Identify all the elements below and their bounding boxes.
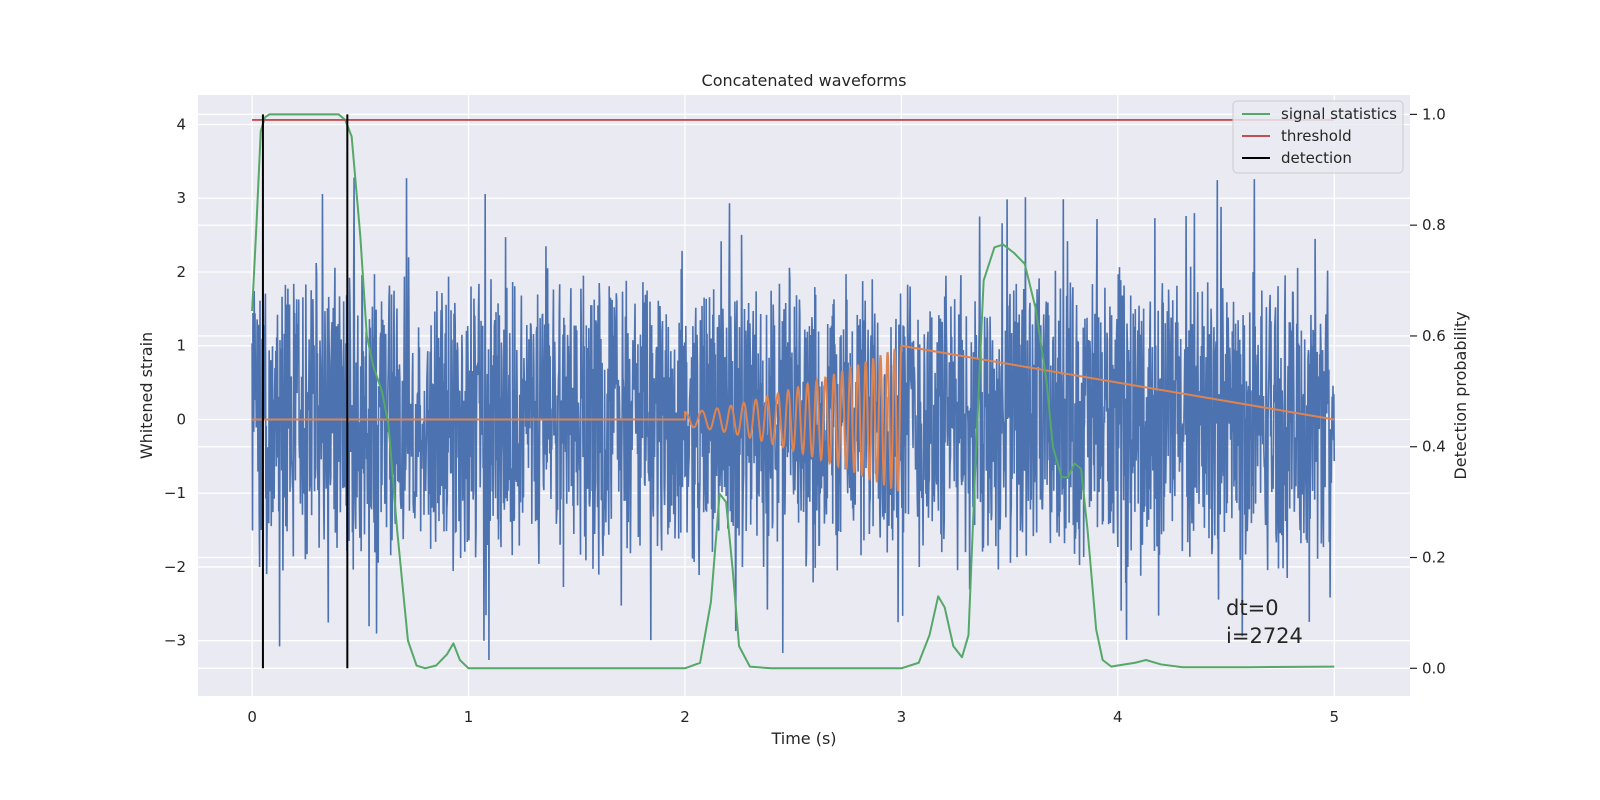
x-tick-label: 5 [1329, 708, 1339, 726]
legend-label-threshold: threshold [1281, 127, 1352, 145]
chart-title: Concatenated waveforms [702, 71, 907, 90]
x-tick-label: 2 [680, 708, 690, 726]
y-tick-label-left: −1 [164, 484, 186, 502]
axis-ticks: 0 1 2 3 4 5 −3 −2 −1 0 1 2 3 4 0.0 0.2 0.4 0.6 0.8 1.0 [164, 105, 1446, 726]
y-axis-label-left: Whitened strain [137, 332, 156, 459]
annotation-index: i=2724 [1226, 624, 1303, 648]
y-tick-label-left: 2 [176, 263, 186, 281]
signal-statistics-line [251, 113, 1335, 670]
y-tick-label-left: 0 [176, 410, 186, 428]
x-tick-label: 0 [247, 708, 257, 726]
y-tick-label-left: −3 [164, 632, 186, 650]
y-tick-label-left: −2 [164, 558, 186, 576]
strain-series-line [251, 177, 1336, 661]
y-tick-label-right: 0.2 [1422, 549, 1446, 567]
y-tick-label-left: 4 [176, 115, 186, 133]
y-tick-label-right: 1.0 [1422, 105, 1446, 123]
injected-waveform-line [252, 344, 1335, 492]
y-tick-label-right: 0.6 [1422, 327, 1446, 345]
legend-box [1232, 100, 1404, 174]
series-group [251, 113, 1335, 670]
x-tick-label: 1 [464, 708, 474, 726]
annotation-dt: dt=0 [1226, 596, 1279, 620]
y-tick-label-right: 0.4 [1422, 438, 1446, 456]
legend: signal statistics threshold detection [1232, 100, 1404, 174]
y-tick-label-left: 3 [176, 189, 186, 207]
x-tick-label: 4 [1113, 708, 1123, 726]
y-tick-label-right: 0.8 [1422, 216, 1446, 234]
legend-label-detection: detection [1281, 149, 1352, 167]
y-axis-label-right: Detection probability [1451, 311, 1470, 479]
y-tick-label-left: 1 [176, 337, 186, 355]
y-tick-label-right: 0.0 [1422, 659, 1446, 677]
legend-label-signal-statistics: signal statistics [1281, 105, 1397, 123]
x-axis-label: Time (s) [770, 729, 836, 748]
x-tick-label: 3 [897, 708, 907, 726]
